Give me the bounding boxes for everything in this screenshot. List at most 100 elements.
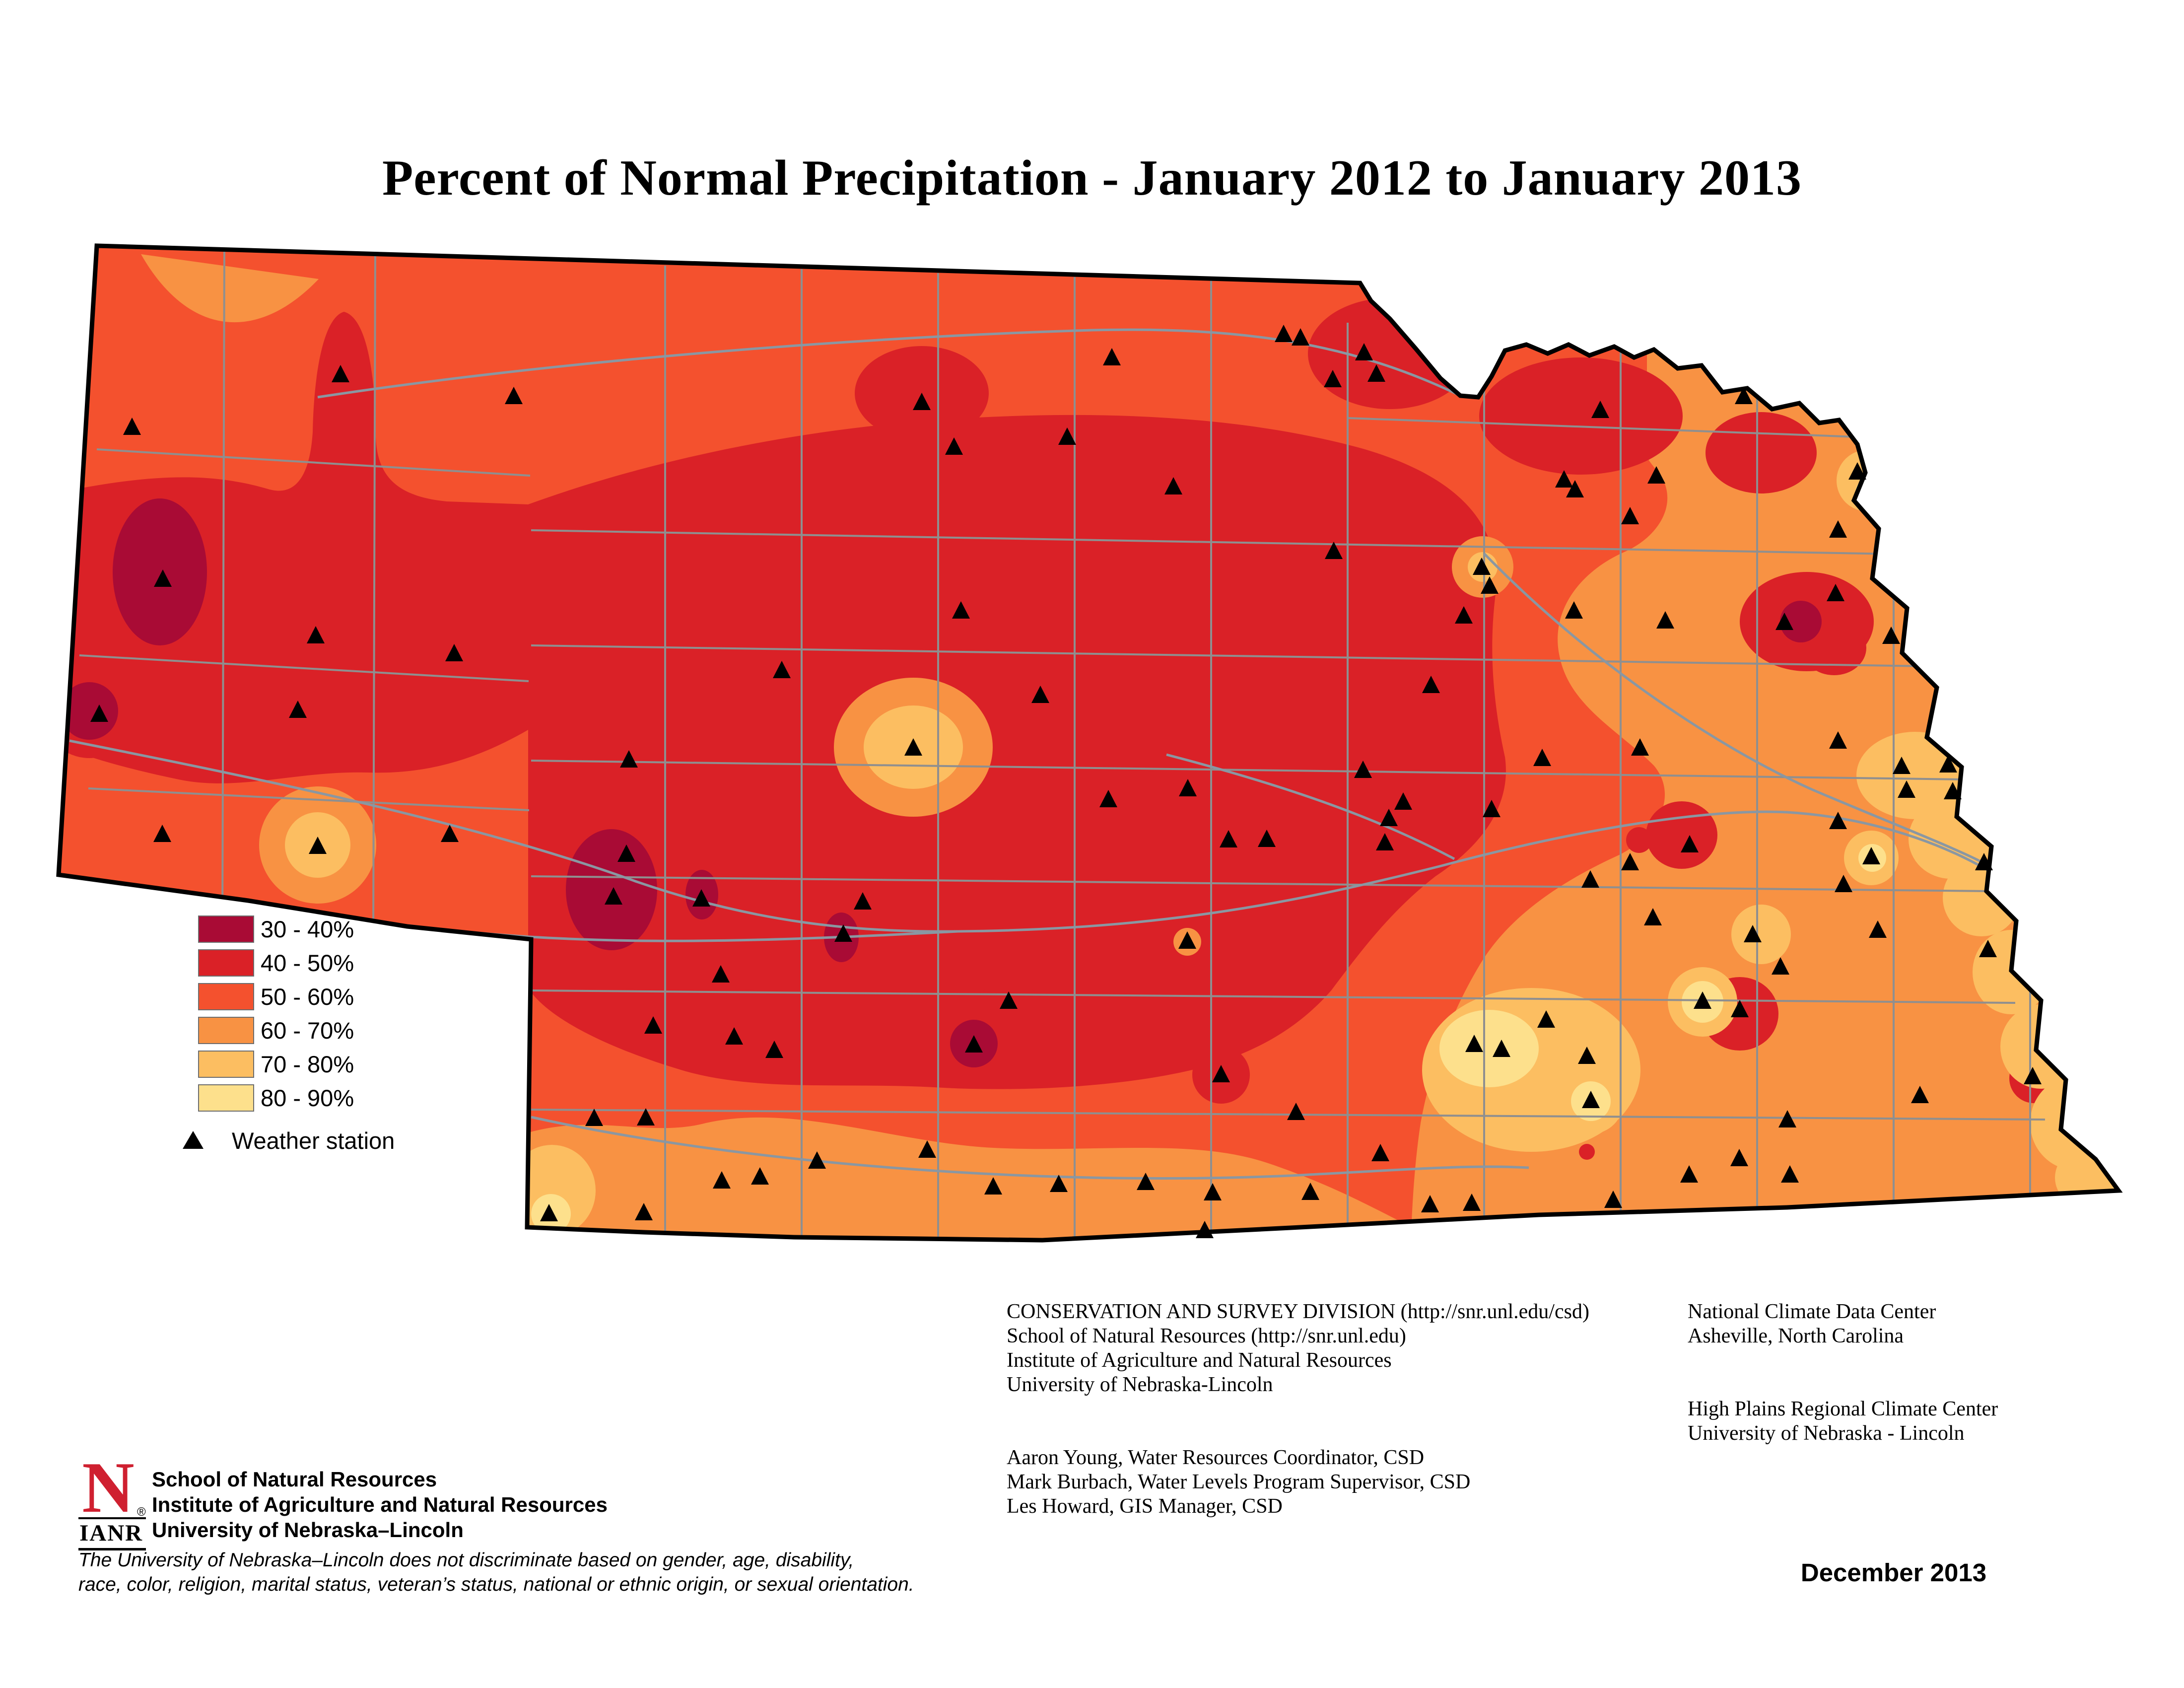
weather-station-marker [1050,1175,1068,1192]
weather-station-marker [1324,370,1342,387]
legend-label: 40 - 50% [261,950,354,976]
weather-station-marker [441,825,459,842]
weather-station-marker [952,601,970,619]
credits-right: National Climate Data Center Asheville, … [1688,1300,1998,1446]
org-line: University of Nebraska–Lincoln [152,1518,464,1542]
weather-station-marker [1893,757,1911,774]
weather-station-marker [1275,325,1293,342]
weather-station-marker [1537,1010,1555,1028]
weather-station-marker [984,1177,1002,1195]
weather-station-marker [1772,957,1789,975]
legend-swatch-50-60 [198,983,254,1010]
credit-line: CONSERVATION AND SURVEY DIVISION (http:/… [1007,1300,1589,1323]
weather-station-marker [1680,1165,1698,1183]
weather-station-marker [307,626,325,643]
weather-station-marker [1781,1165,1799,1183]
weather-station-marker [1631,738,1649,756]
weather-station-marker [1204,1183,1222,1200]
weather-station-marker [1744,925,1762,942]
weather-station-marker [713,1171,731,1189]
weather-station-marker [765,1041,783,1058]
weather-station-marker [1164,477,1182,494]
weather-station-marker [1656,611,1674,629]
legend-station-label: Weather station [232,1127,395,1154]
org-line: Institute of Agriculture and Natural Res… [152,1493,608,1516]
ianr-logo-text: IANR [78,1517,146,1550]
weather-station-marker [1604,1191,1622,1208]
weather-station-marker [1031,686,1049,703]
weather-station-marker [1869,920,1887,938]
weather-station-marker [1829,731,1847,749]
weather-station-marker [904,738,922,756]
weather-station-marker [1179,779,1197,796]
weather-station-marker [1493,1040,1510,1057]
disclaimer-line: race, color, religion, marital status, v… [78,1574,914,1595]
legend-label: 60 - 70% [261,1017,354,1044]
weather-station-marker [1301,1183,1319,1200]
weather-station-marker [1975,853,1993,870]
weather-station-marker [1137,1173,1155,1190]
org-line: School of Natural Resources [152,1468,437,1491]
weather-station-marker [1578,1047,1596,1064]
weather-station-marker [1473,558,1491,575]
weather-station-marker [1848,462,1866,480]
legend-swatch-70-80 [198,1051,254,1078]
weather-station-marker [1463,1194,1481,1211]
weather-station-marker [1566,480,1584,497]
weather-station-marker [1292,328,1309,346]
weather-station-marker [1735,387,1753,404]
weather-station-marker [1835,875,1852,892]
credit-line: Institute of Agriculture and Natural Res… [1007,1349,1392,1372]
weather-station-marker [1000,991,1018,1009]
legend-swatch-80-90 [198,1084,254,1112]
weather-station-marker [965,1035,983,1053]
weather-station-marker [1681,835,1699,852]
weather-station-marker [1775,613,1793,630]
weather-station-marker [1827,584,1844,601]
weather-station-marker [1212,1065,1230,1082]
registered-mark: ® [137,1505,146,1519]
weather-station-marker [1647,466,1665,484]
credit-line: Mark Burbach, Water Levels Program Super… [1007,1471,1471,1493]
weather-station-marker [1581,870,1599,888]
weather-station-marker [1354,761,1372,778]
weather-station-marker [1911,1086,1929,1103]
weather-station-marker [834,924,852,942]
weather-station-marker [1621,507,1639,524]
credit-line: University of Nebraska - Lincoln [1688,1422,1965,1445]
weather-station-marker [1196,1221,1214,1238]
legend-swatch-30-40 [198,915,254,943]
weather-station-marker [1644,908,1662,925]
weather-station-marker [637,1108,655,1125]
weather-station-marker [1621,853,1639,870]
credit-line: University of Nebraska-Lincoln [1007,1373,1273,1396]
county-lines [79,250,2046,1240]
weather-station-marker [1882,627,1900,644]
weather-station-marker [154,569,172,587]
weather-station-marker [1465,1035,1483,1052]
weather-station-marker [1731,1000,1749,1017]
weather-station-marker [153,825,171,842]
weather-station-marker [309,837,327,854]
weather-station-marker [1380,809,1398,826]
weather-station-marker [1778,1110,1796,1127]
weather-station-marker [445,644,463,661]
weather-station-marker [1565,601,1583,619]
weather-station-marker [289,701,307,718]
rivers [69,328,1996,1180]
legend-swatch-40-50 [198,949,254,977]
credit-line: School of Natural Resources (http://snr.… [1007,1325,1406,1347]
weather-station-marker [644,1016,662,1034]
credits-left: CONSERVATION AND SURVEY DIVISION (http:/… [1007,1300,1589,1519]
weather-station-marker [1376,833,1394,850]
weather-station-marker [1555,470,1573,488]
weather-station-marker [1898,780,1915,798]
weather-station-marker [585,1109,603,1126]
weather-station-marker [1355,343,1373,360]
credit-line: National Climate Data Center [1688,1300,1936,1323]
weather-station-marker [1730,1149,1748,1166]
weather-station-marker [1979,940,1997,957]
legend-label: 70 - 80% [261,1051,354,1077]
weather-station-marker [913,393,931,410]
